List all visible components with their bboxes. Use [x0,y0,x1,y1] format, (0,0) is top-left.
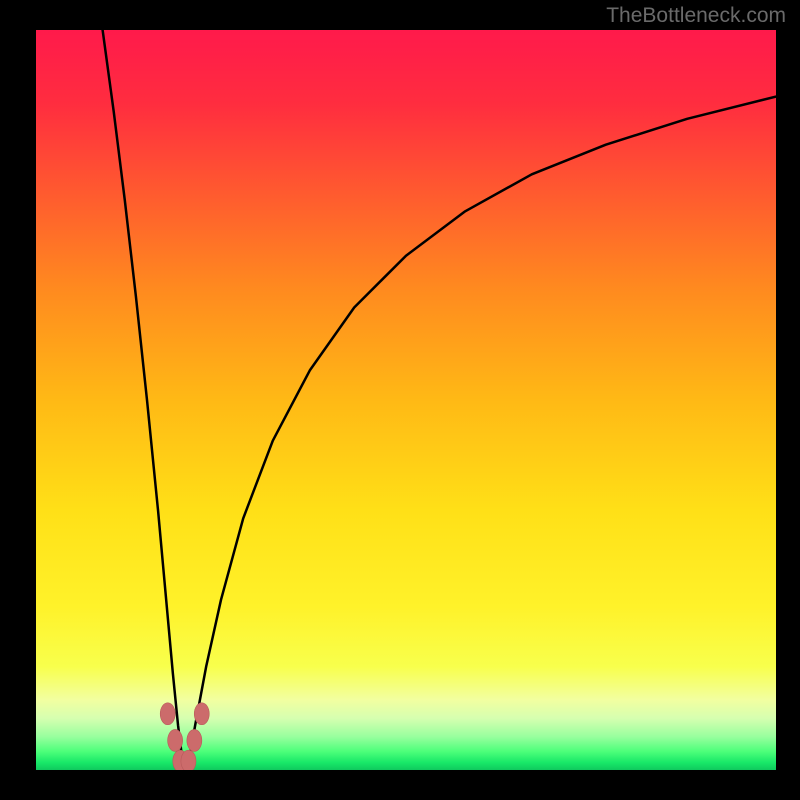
marker-point [160,703,175,725]
chart-svg [36,30,776,770]
marker-point [194,703,209,725]
watermark-text: TheBottleneck.com [606,4,786,28]
marker-point [187,729,202,751]
marker-point [181,750,196,770]
marker-point [168,729,183,751]
chart-root: TheBottleneck.com [0,0,800,800]
plot-area [36,30,776,770]
